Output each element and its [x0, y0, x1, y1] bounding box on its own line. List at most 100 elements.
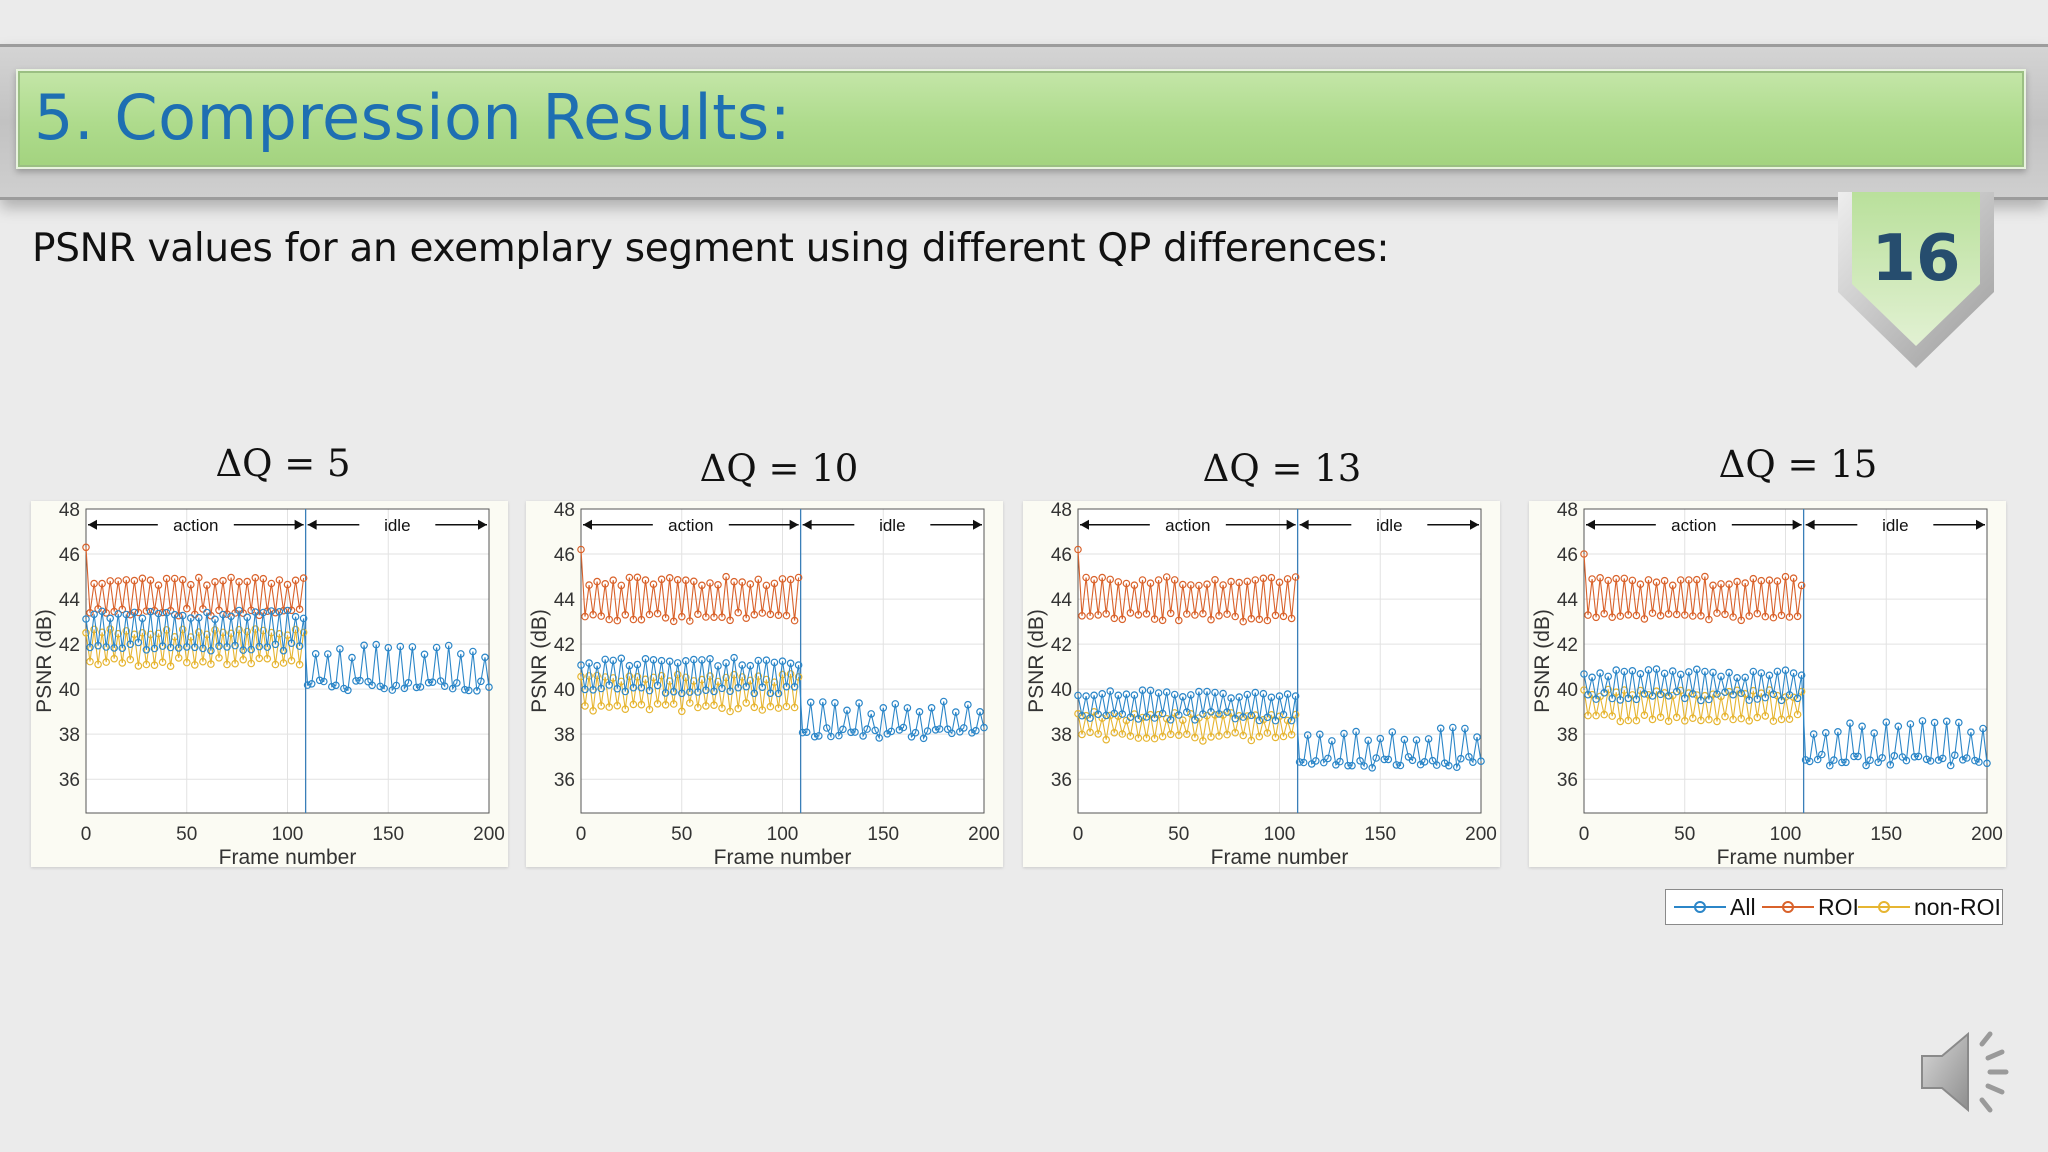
y-tick-label: 38: [1557, 725, 1578, 746]
x-tick-label: 0: [1579, 824, 1590, 845]
data-point: [1874, 758, 1883, 767]
data-point: [1215, 732, 1223, 740]
data-point: [1263, 616, 1272, 625]
x-tick-label: 200: [968, 824, 1000, 845]
arrow-head: [789, 519, 799, 530]
data-point: [794, 573, 803, 582]
data-point: [1094, 710, 1103, 719]
data-point: [1154, 576, 1163, 584]
data-point: [1592, 613, 1600, 622]
data-point: [259, 574, 268, 583]
data-point: [955, 728, 964, 736]
data-point: [617, 654, 626, 663]
data-point: [1118, 615, 1127, 624]
data-point: [178, 575, 187, 584]
data-point: [758, 706, 767, 714]
data-point: [1086, 714, 1094, 722]
data-point: [774, 611, 783, 620]
data-point: [1078, 612, 1086, 620]
data-point: [1624, 694, 1633, 703]
data-point: [1624, 716, 1633, 725]
plot-frame: [1583, 508, 1988, 814]
data-point: [1199, 710, 1207, 718]
data-point: [1231, 714, 1240, 723]
data-point: [283, 580, 292, 589]
data-point: [1134, 734, 1143, 742]
data-point: [1380, 755, 1389, 764]
data-point: [227, 629, 235, 638]
data-point: [1713, 717, 1721, 726]
data-point: [110, 607, 119, 616]
data-point: [1946, 761, 1955, 770]
data-point: [1239, 713, 1248, 721]
data-point: [726, 707, 734, 716]
data-point: [653, 681, 662, 690]
data-point: [106, 625, 115, 633]
data-point: [1110, 709, 1119, 718]
data-point: [1737, 616, 1746, 625]
data-point: [1846, 719, 1854, 728]
chart-panel-2: 36 38 40 42 44 46 48 0 50 100 150 200 Frame number PS…: [526, 501, 1003, 867]
data-point: [1660, 669, 1669, 678]
data-point: [477, 677, 485, 686]
data-point: [263, 643, 272, 651]
data-point: [859, 732, 867, 740]
data-point: [1452, 763, 1461, 772]
action-label: action: [173, 516, 218, 535]
data-point: [678, 707, 686, 716]
data-point: [134, 662, 143, 670]
data-point: [959, 724, 968, 732]
data-point: [1162, 688, 1171, 696]
data-point: [1640, 711, 1649, 720]
data-point: [766, 702, 775, 711]
data-point: [1729, 715, 1737, 724]
data-point: [1175, 616, 1183, 625]
x-tick-label: 50: [671, 824, 692, 845]
data-point: [263, 654, 272, 663]
chart-svg: 36 38 40 42 44 46 48 0 50 100 150 200 Frame number PS…: [1025, 501, 1497, 867]
data-point: [1356, 756, 1364, 765]
data-point: [1632, 695, 1641, 704]
data-point: [661, 689, 670, 697]
data-point: [1749, 667, 1758, 676]
action-annotation: action: [88, 516, 304, 535]
data-point: [690, 577, 698, 586]
data-point: [231, 659, 239, 668]
data-point: [754, 672, 763, 681]
data-point: [1906, 720, 1915, 728]
data-point: [1444, 761, 1453, 770]
slide-subtitle: PSNR values for an exemplary segment usi…: [32, 226, 1390, 271]
data-point: [822, 724, 831, 732]
data-point: [227, 573, 235, 582]
data-point: [625, 573, 634, 582]
y-tick-label: 46: [554, 545, 575, 566]
data-point: [303, 681, 312, 689]
data-point: [1809, 730, 1818, 738]
data-point: [1207, 615, 1215, 624]
data-point: [1207, 708, 1215, 716]
speaker-icon[interactable]: [1918, 1024, 2018, 1120]
plot-frame: [85, 508, 490, 814]
data-point: [782, 702, 791, 711]
data-point: [1090, 691, 1098, 700]
series-line: [85, 629, 305, 667]
data-point: [1656, 690, 1665, 699]
x-tick-label: 0: [81, 824, 92, 845]
data-point: [1231, 728, 1240, 737]
data-point: [682, 673, 690, 682]
arrow-head: [88, 519, 97, 530]
data-point: [1227, 694, 1235, 702]
data-point: [239, 655, 248, 664]
data-point: [166, 643, 175, 652]
arrow-head: [307, 519, 317, 530]
y-tick-label: 46: [59, 545, 80, 566]
data-point: [742, 614, 751, 623]
data-point: [919, 734, 928, 743]
data-point: [126, 640, 135, 649]
data-point: [90, 579, 98, 588]
chart-panel-3: 36 38 40 42 44 46 48 0 50 100 150 200 Frame number PS…: [1023, 501, 1500, 867]
data-point: [1713, 609, 1721, 617]
data-point: [754, 656, 763, 665]
series-line: [1583, 669, 1988, 768]
arrow-head: [583, 519, 592, 530]
